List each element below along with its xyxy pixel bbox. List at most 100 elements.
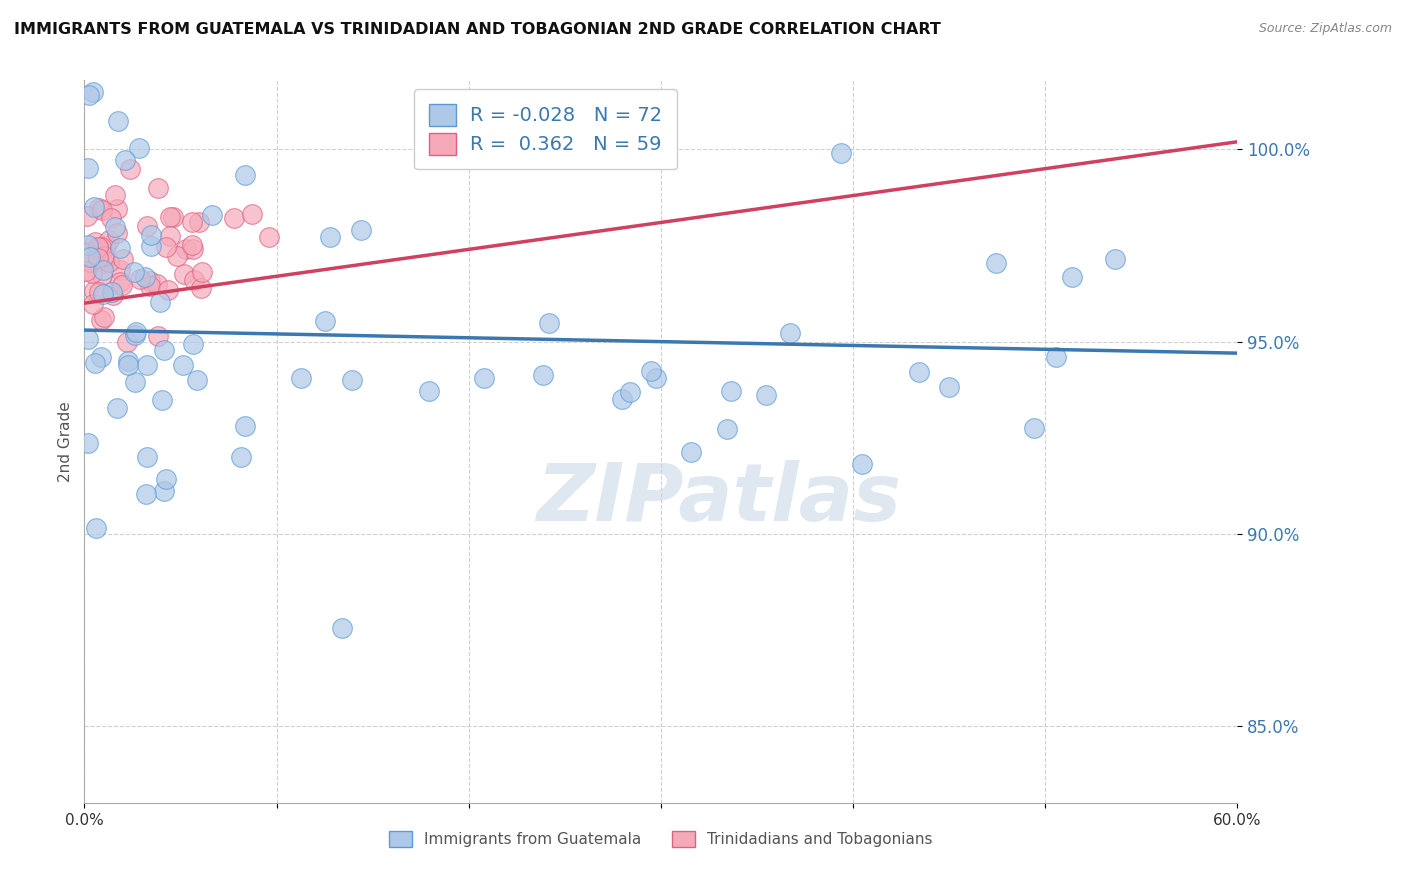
- Point: [148, 329, 170, 343]
- Point: [110, 278, 132, 293]
- Point: [779, 326, 801, 341]
- Point: [319, 230, 342, 244]
- Point: [107, 114, 129, 128]
- Point: [84, 235, 107, 250]
- Point: [716, 422, 738, 436]
- Point: [180, 238, 202, 252]
- Point: [146, 277, 169, 292]
- Point: [124, 328, 146, 343]
- Point: [75, 264, 97, 278]
- Point: [257, 230, 280, 244]
- Point: [201, 208, 224, 222]
- Point: [172, 358, 194, 372]
- Point: [755, 388, 778, 402]
- Point: [233, 168, 256, 182]
- Point: [105, 202, 128, 216]
- Y-axis label: 2nd Grade: 2nd Grade: [58, 401, 73, 482]
- Point: [79, 254, 101, 268]
- Point: [150, 393, 173, 408]
- Point: [77, 436, 100, 450]
- Point: [418, 384, 440, 399]
- Point: [181, 337, 204, 351]
- Point: [98, 254, 121, 268]
- Point: [77, 161, 100, 175]
- Point: [77, 88, 100, 103]
- Point: [89, 243, 111, 257]
- Point: [186, 372, 208, 386]
- Point: [233, 419, 256, 434]
- Point: [136, 358, 159, 372]
- Point: [108, 263, 131, 277]
- Point: [114, 153, 136, 167]
- Point: [610, 392, 633, 406]
- Point: [83, 285, 105, 299]
- Point: [90, 202, 112, 217]
- Point: [191, 265, 214, 279]
- Point: [111, 252, 134, 266]
- Point: [100, 211, 122, 225]
- Point: [117, 358, 139, 372]
- Point: [340, 373, 363, 387]
- Point: [290, 370, 312, 384]
- Point: [117, 354, 139, 368]
- Point: [330, 621, 353, 635]
- Legend: Immigrants from Guatemala, Trinidadians and Tobagonians: Immigrants from Guatemala, Trinidadians …: [382, 825, 939, 853]
- Point: [159, 228, 181, 243]
- Point: [122, 265, 145, 279]
- Text: ZIPatlas: ZIPatlas: [536, 460, 901, 539]
- Text: IMMIGRANTS FROM GUATEMALA VS TRINIDADIAN AND TOBAGONIAN 2ND GRADE CORRELATION CH: IMMIGRANTS FROM GUATEMALA VS TRINIDADIAN…: [14, 22, 941, 37]
- Point: [531, 368, 554, 382]
- Point: [134, 269, 156, 284]
- Point: [93, 310, 115, 324]
- Point: [139, 239, 162, 253]
- Point: [1062, 269, 1084, 284]
- Point: [135, 487, 157, 501]
- Point: [538, 316, 561, 330]
- Point: [105, 226, 128, 240]
- Point: [128, 272, 150, 286]
- Point: [187, 215, 209, 229]
- Point: [139, 274, 162, 288]
- Point: [93, 256, 115, 270]
- Point: [90, 350, 112, 364]
- Point: [139, 228, 162, 243]
- Point: [79, 250, 101, 264]
- Point: [76, 245, 98, 260]
- Point: [830, 145, 852, 160]
- Point: [90, 313, 112, 327]
- Point: [183, 273, 205, 287]
- Point: [90, 240, 112, 254]
- Point: [173, 268, 195, 282]
- Point: [136, 450, 159, 464]
- Point: [640, 363, 662, 377]
- Point: [162, 211, 184, 225]
- Point: [1104, 252, 1126, 267]
- Point: [120, 162, 142, 177]
- Point: [117, 334, 139, 349]
- Point: [82, 296, 104, 310]
- Point: [1022, 421, 1045, 435]
- Point: [97, 233, 120, 247]
- Point: [181, 242, 204, 256]
- Point: [87, 201, 110, 215]
- Point: [350, 223, 373, 237]
- Point: [104, 219, 127, 234]
- Point: [155, 472, 177, 486]
- Point: [679, 445, 702, 459]
- Point: [82, 85, 104, 99]
- Point: [908, 365, 931, 379]
- Point: [180, 215, 202, 229]
- Point: [645, 371, 668, 385]
- Point: [104, 187, 127, 202]
- Point: [94, 239, 117, 253]
- Point: [720, 384, 742, 399]
- Point: [91, 287, 114, 301]
- Point: [105, 401, 128, 416]
- Point: [851, 458, 873, 472]
- Point: [938, 380, 960, 394]
- Point: [91, 262, 114, 277]
- Point: [77, 238, 100, 252]
- Point: [157, 284, 180, 298]
- Point: [76, 209, 98, 223]
- Point: [83, 200, 105, 214]
